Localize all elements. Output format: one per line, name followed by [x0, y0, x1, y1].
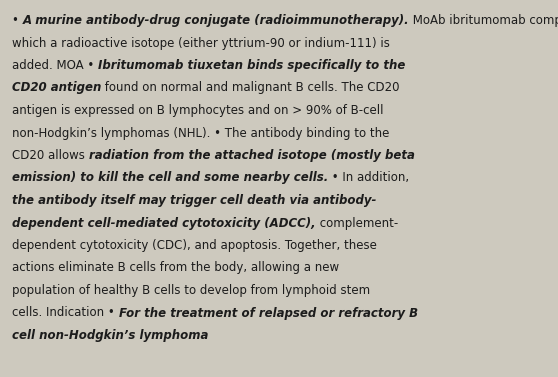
Text: radiation from the attached isotope (mostly beta: radiation from the attached isotope (mos… — [89, 149, 415, 162]
Text: CD20 antigen: CD20 antigen — [12, 81, 102, 95]
Text: population of healthy B cells to develop from lymphoid stem: population of healthy B cells to develop… — [12, 284, 370, 297]
Text: complement-: complement- — [316, 216, 398, 230]
Text: actions eliminate B cells from the body, allowing a new: actions eliminate B cells from the body,… — [12, 262, 339, 274]
Text: which a radioactive isotope (either yttrium-90 or indium-111) is: which a radioactive isotope (either yttr… — [12, 37, 390, 49]
Text: cell non-Hodgkin’s lymphoma: cell non-Hodgkin’s lymphoma — [12, 329, 208, 342]
Text: added. MOA •: added. MOA • — [12, 59, 98, 72]
Text: dependent cytotoxicity (CDC), and apoptosis. Together, these: dependent cytotoxicity (CDC), and apopto… — [12, 239, 377, 252]
Text: A murine antibody-drug conjugate (radioimmunotherapy).: A murine antibody-drug conjugate (radioi… — [23, 14, 409, 27]
Text: found on normal and malignant B cells. The CD20: found on normal and malignant B cells. T… — [102, 81, 400, 95]
Text: the antibody itself may trigger cell death via antibody-: the antibody itself may trigger cell dea… — [12, 194, 377, 207]
Text: non-Hodgkin’s lymphomas (NHL). • The antibody binding to the: non-Hodgkin’s lymphomas (NHL). • The ant… — [12, 127, 389, 139]
Text: emission) to kill the cell and some nearby cells.: emission) to kill the cell and some near… — [12, 172, 328, 184]
Text: MoAb ibritumomab complexed with the chelator tiuxetan, to: MoAb ibritumomab complexed with the chel… — [409, 14, 558, 27]
Text: dependent cell-mediated cytotoxicity (ADCC),: dependent cell-mediated cytotoxicity (AD… — [12, 216, 316, 230]
Text: • In addition,: • In addition, — [328, 172, 410, 184]
Text: Ibritumomab tiuxetan binds specifically to the: Ibritumomab tiuxetan binds specifically … — [98, 59, 405, 72]
Text: For the treatment of relapsed or refractory B: For the treatment of relapsed or refract… — [118, 307, 417, 319]
Text: CD20 allows: CD20 allows — [12, 149, 89, 162]
Text: •: • — [12, 14, 23, 27]
Text: cells. Indication •: cells. Indication • — [12, 307, 118, 319]
Text: antigen is expressed on B lymphocytes and on > 90% of B-cell: antigen is expressed on B lymphocytes an… — [12, 104, 383, 117]
